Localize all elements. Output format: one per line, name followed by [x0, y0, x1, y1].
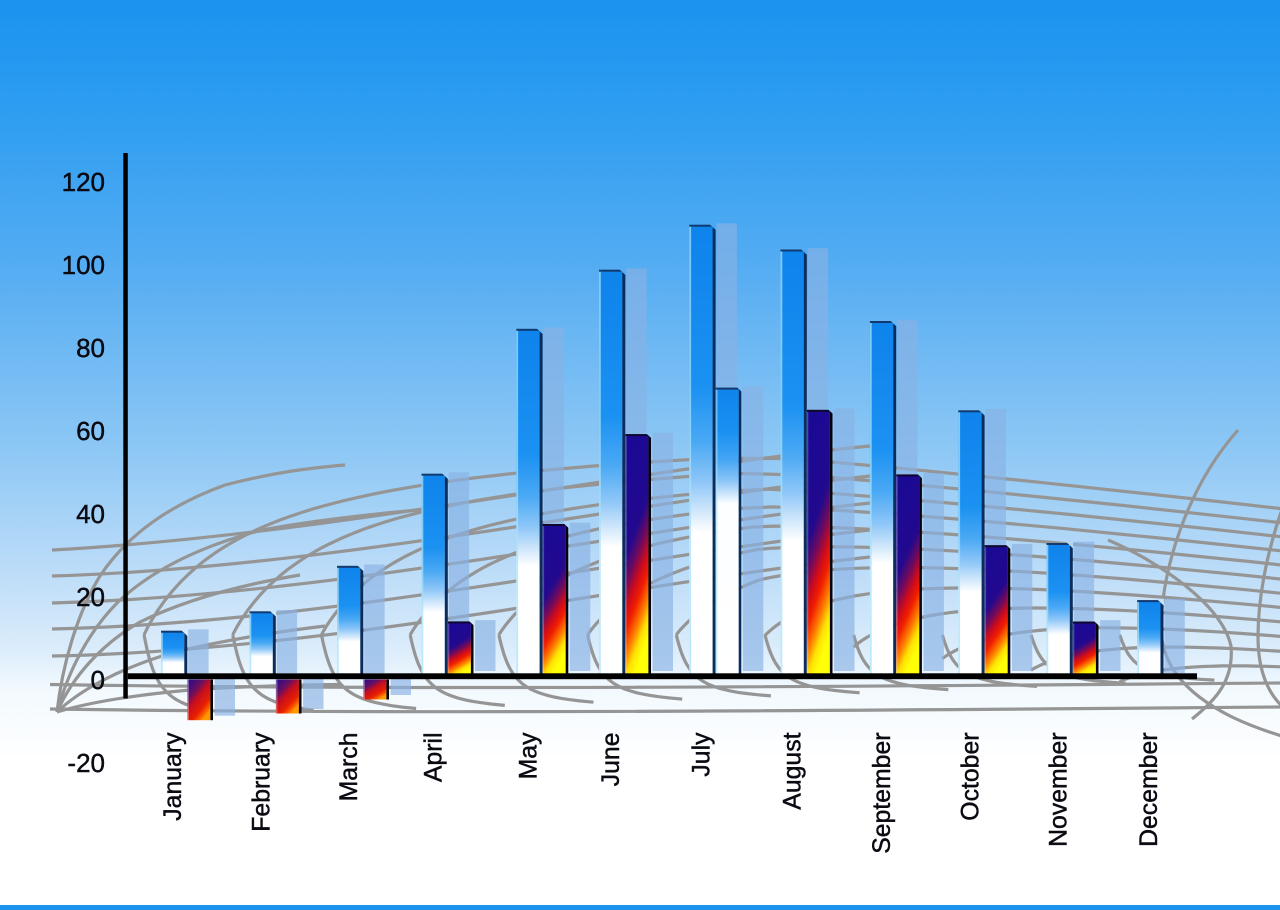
svg-text:100: 100	[62, 250, 105, 280]
svg-text:0: 0	[91, 665, 105, 695]
svg-text:March: March	[336, 733, 363, 802]
svg-text:October: October	[957, 733, 984, 821]
svg-text:December: December	[1136, 733, 1163, 847]
svg-text:80: 80	[76, 333, 105, 363]
svg-text:May: May	[515, 732, 542, 779]
svg-text:40: 40	[76, 499, 105, 529]
svg-text:60: 60	[76, 416, 105, 446]
svg-text:August: August	[780, 732, 807, 809]
svg-text:April: April	[421, 733, 448, 783]
svg-text:120: 120	[62, 167, 105, 197]
svg-text:-20: -20	[67, 748, 105, 778]
svg-text:November: November	[1046, 733, 1073, 847]
svg-text:September: September	[869, 733, 896, 854]
svg-text:20: 20	[76, 582, 105, 612]
svg-text:January: January	[160, 732, 187, 821]
svg-text:February: February	[249, 732, 276, 832]
svg-text:July: July	[688, 732, 715, 777]
svg-text:June: June	[598, 733, 625, 787]
